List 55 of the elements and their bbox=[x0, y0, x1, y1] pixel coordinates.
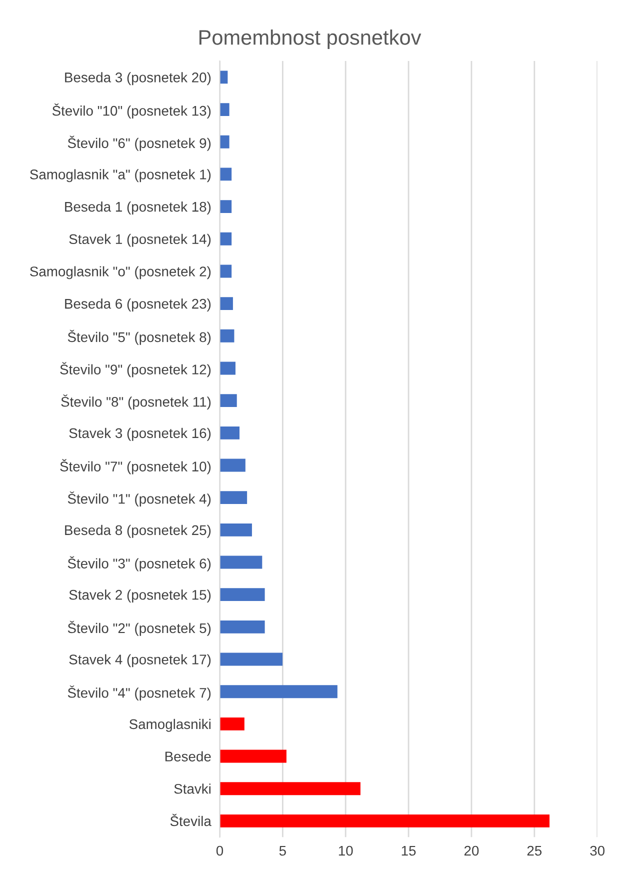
y-tick-label: Število "5" (posnetek 8) bbox=[68, 330, 211, 345]
y-tick-label: Stavek 2 (posnetek 15) bbox=[69, 590, 211, 603]
y-tick-label: Stavki bbox=[174, 784, 210, 794]
bar bbox=[220, 264, 232, 278]
bar bbox=[220, 782, 360, 796]
bar bbox=[220, 458, 246, 472]
y-tick-label: Beseda 8 (posnetek 25) bbox=[65, 524, 211, 538]
bar bbox=[220, 200, 232, 214]
x-tick-label: 15 bbox=[402, 846, 416, 856]
bar bbox=[220, 620, 265, 634]
y-tick-label: Število "7" (posnetek 10) bbox=[60, 459, 211, 474]
bar bbox=[220, 685, 338, 698]
y-tick-label: Število "6" (posnetek 9) bbox=[68, 136, 211, 151]
x-tick-label: 10 bbox=[338, 846, 353, 856]
bar bbox=[220, 297, 233, 310]
y-tick-label: Število "1" (posnetek 4) bbox=[68, 492, 211, 507]
bar bbox=[220, 491, 248, 504]
bar bbox=[220, 168, 232, 181]
bar bbox=[220, 394, 237, 408]
bar bbox=[220, 523, 252, 536]
bar bbox=[220, 362, 236, 375]
bar bbox=[220, 135, 230, 148]
bar bbox=[220, 103, 230, 116]
bar bbox=[220, 556, 262, 569]
y-tick-label: Število "10" (posnetek 13) bbox=[52, 103, 211, 118]
bar bbox=[220, 750, 286, 763]
y-tick-label: Stavek 1 (posnetek 14) bbox=[69, 234, 211, 247]
bar bbox=[220, 652, 283, 666]
y-tick-label: Število "3" (posnetek 6) bbox=[68, 556, 211, 572]
y-tick-label: Število "4" (posnetek 7) bbox=[68, 686, 211, 701]
bar bbox=[220, 588, 265, 602]
y-tick-label: Število "8" (posnetek 11) bbox=[61, 394, 211, 410]
y-tick-label: Število "9" (posnetek 12) bbox=[60, 362, 211, 378]
x-tick-label: 30 bbox=[590, 846, 605, 856]
x-tick-label: 25 bbox=[527, 846, 542, 856]
y-tick-label: Samoglasnik "o" (posnetek 2) bbox=[30, 266, 211, 280]
y-tick-label: Samoglasnik "a" (posnetek 1) bbox=[30, 169, 211, 182]
y-tick-label: Števila bbox=[170, 814, 212, 826]
x-tick-label: 20 bbox=[464, 846, 479, 856]
bar bbox=[220, 329, 234, 342]
y-tick-label: Beseda 3 (posnetek 20) bbox=[65, 72, 211, 86]
y-tick-label: Stavek 3 (posnetek 16) bbox=[69, 428, 211, 441]
y-tick-label: Besede bbox=[165, 751, 211, 762]
y-tick-label: Samoglasniki bbox=[129, 718, 210, 732]
x-tick-label: 0 bbox=[216, 846, 224, 856]
y-tick-label: Beseda 6 (posnetek 23) bbox=[65, 298, 211, 312]
bar bbox=[220, 717, 244, 730]
y-tick-label: Beseda 1 (posnetek 18) bbox=[65, 202, 211, 214]
bar bbox=[220, 426, 240, 440]
y-tick-label: Število "2" (posnetek 5) bbox=[68, 620, 211, 636]
y-tick-label: Stavek 4 (posnetek 17) bbox=[69, 654, 211, 668]
bar bbox=[220, 814, 550, 828]
x-tick-label: 5 bbox=[279, 846, 286, 856]
bar bbox=[220, 232, 232, 246]
chart-title: Pomembnost posnetkov bbox=[199, 30, 422, 49]
